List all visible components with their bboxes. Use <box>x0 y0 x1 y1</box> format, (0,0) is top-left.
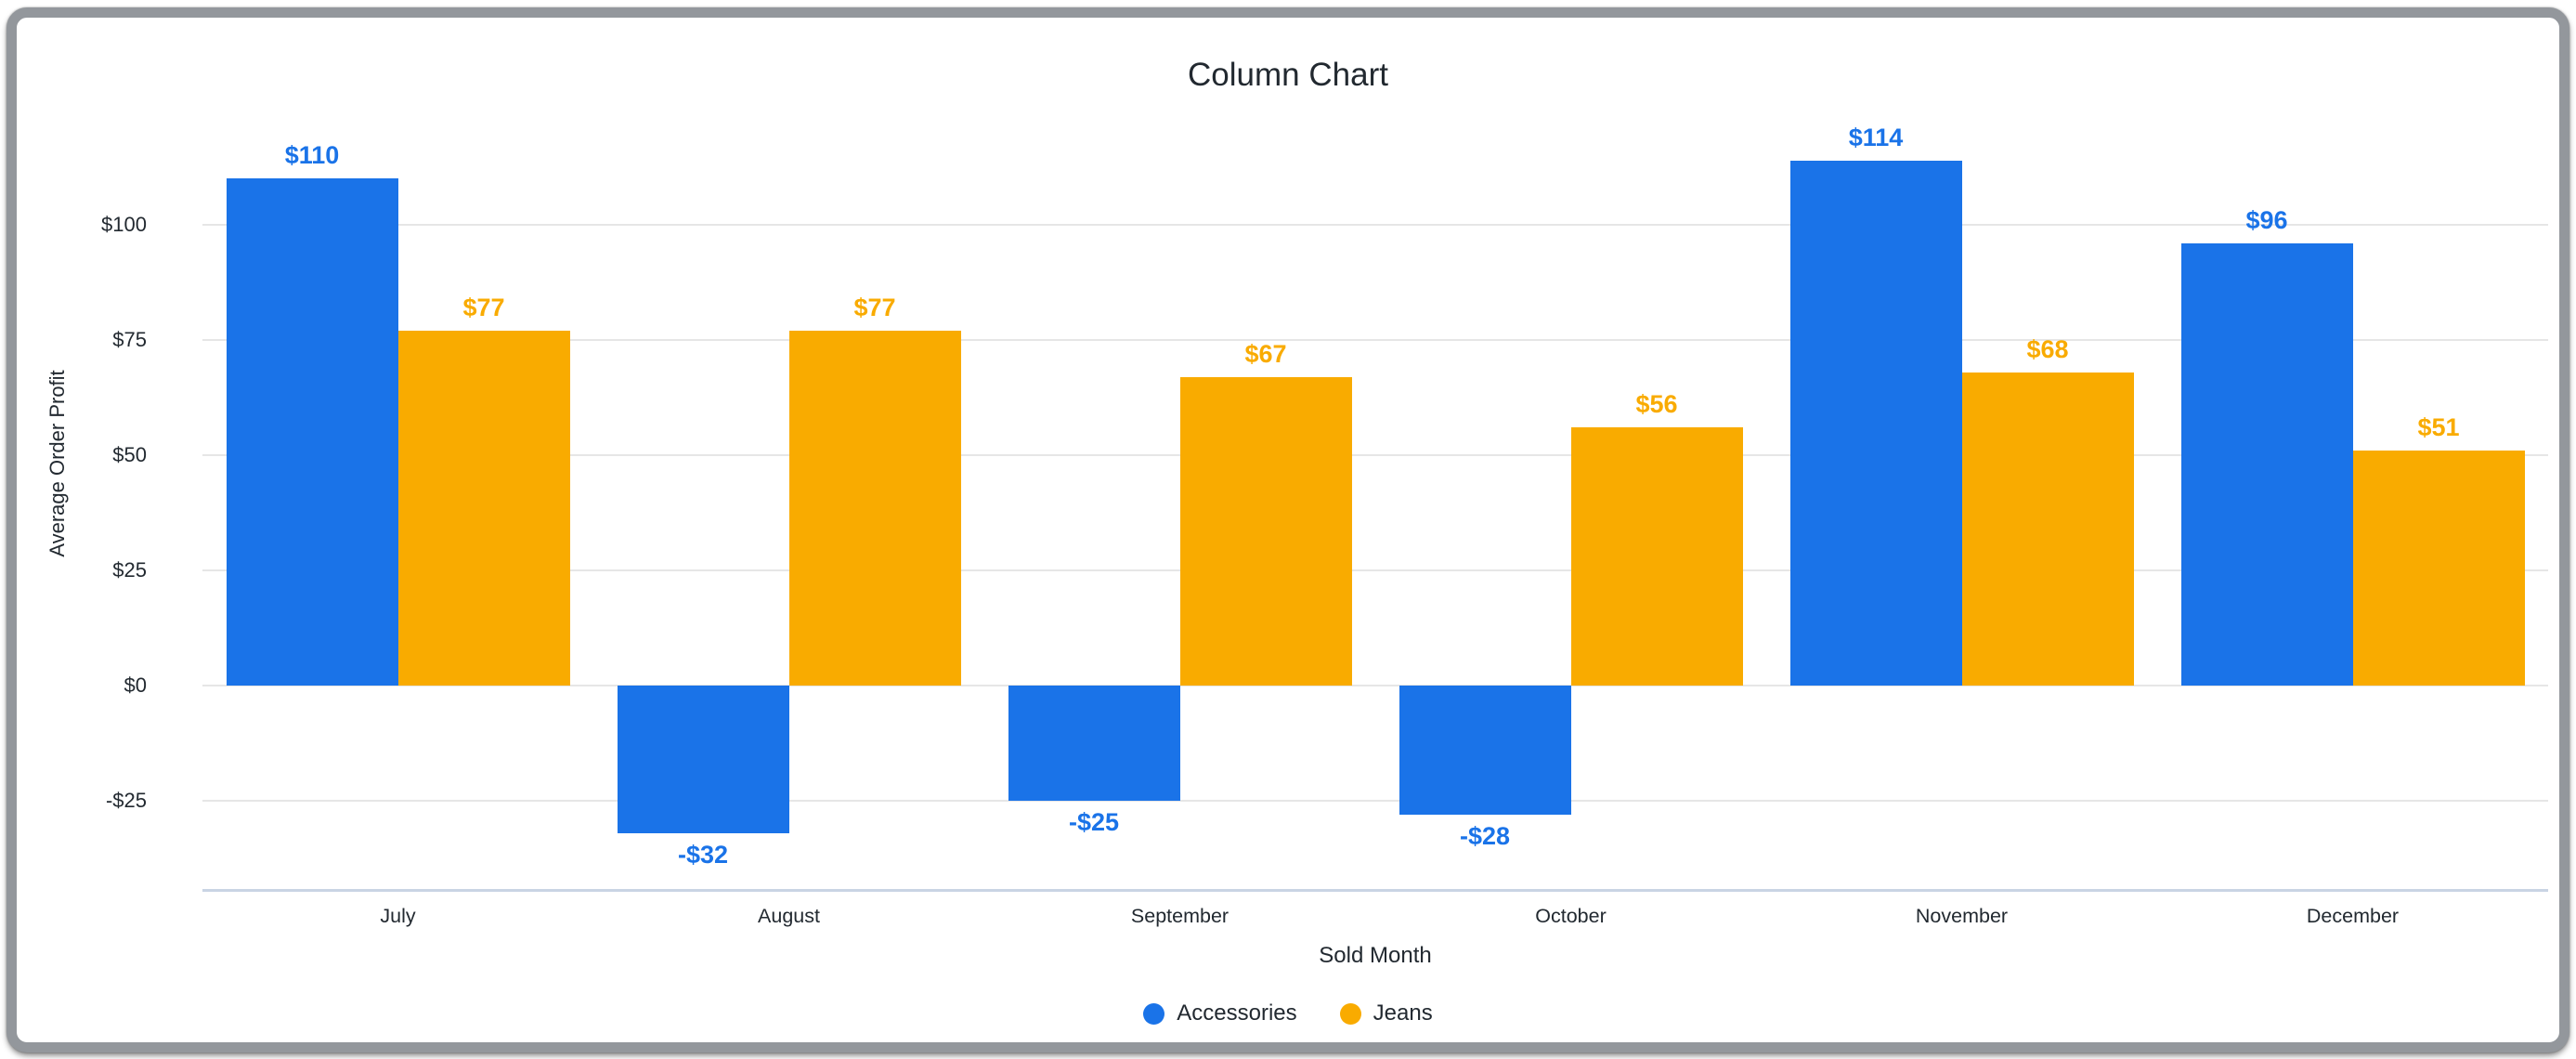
x-axis-title: Sold Month <box>1319 943 1432 968</box>
bar-accessories-september[interactable] <box>1008 686 1180 801</box>
bar-jeans-august[interactable] <box>788 331 961 686</box>
bar-accessories-december[interactable] <box>2180 242 2353 686</box>
bar-accessories-august[interactable] <box>617 686 789 833</box>
y-tick-label: $75 <box>112 328 147 351</box>
legend-dot-icon <box>1143 1002 1165 1025</box>
plot-area: $110 -$32 -$25 -$28 $114 $96 $77 $77 $67 $56 $68 $5… <box>202 124 2548 892</box>
gridline-0 <box>202 685 2548 686</box>
bar-accessories-october[interactable] <box>1399 686 1571 815</box>
bar-jeans-july[interactable] <box>397 331 570 686</box>
chart-title: Column Chart <box>1188 57 1388 93</box>
bar-jeans-september[interactable] <box>1179 376 1352 686</box>
chart-window: Column Chart Average Order Profit $110 -$… <box>7 7 2569 1052</box>
bar-value-label: $67 <box>1244 339 1287 368</box>
bar-value-label: $110 <box>284 141 340 170</box>
gridline-50 <box>202 454 2548 456</box>
x-tick-label-november: November <box>1915 905 2009 927</box>
x-tick-label-july: July <box>380 905 416 927</box>
bar-value-label: $56 <box>1635 390 1678 419</box>
gridline-100 <box>202 224 2548 226</box>
legend-item-jeans[interactable]: Jeans <box>1339 1000 1433 1026</box>
bar-value-label: -$28 <box>1459 821 1511 850</box>
x-tick-label-august: August <box>758 905 820 927</box>
legend-dot-icon <box>1339 1002 1361 1025</box>
bar-value-label: -$32 <box>677 840 729 869</box>
bar-jeans-november[interactable] <box>1961 372 2134 686</box>
gridline--25 <box>202 800 2548 802</box>
y-tick-label: -$25 <box>105 789 147 812</box>
bar-jeans-december[interactable] <box>2352 451 2525 686</box>
bar-jeans-october[interactable] <box>1570 427 1743 686</box>
bar-value-label: $68 <box>2026 334 2069 363</box>
legend-label: Jeans <box>1373 1000 1433 1026</box>
gridline-75 <box>202 339 2548 341</box>
bar-accessories-july[interactable] <box>226 178 398 686</box>
bar-value-label: $96 <box>2245 205 2288 234</box>
x-tick-label-october: October <box>1535 905 1607 927</box>
bar-value-label: $51 <box>2417 413 2460 442</box>
y-tick-label: $0 <box>124 673 147 697</box>
bar-value-label: $77 <box>462 294 505 322</box>
x-axis-line <box>202 889 2548 892</box>
legend-label: Accessories <box>1177 1000 1297 1026</box>
x-tick-label-december: December <box>2306 905 2400 927</box>
bar-value-label: $77 <box>853 294 896 322</box>
bar-value-label: $114 <box>1848 123 1904 151</box>
y-tick-label: $25 <box>112 558 147 582</box>
x-tick-label-september: September <box>1130 905 1229 927</box>
legend: Accessories Jeans <box>17 1000 2559 1026</box>
gridline-25 <box>202 569 2548 571</box>
y-tick-label: $50 <box>112 443 147 466</box>
legend-item-accessories[interactable]: Accessories <box>1143 1000 1297 1026</box>
bar-value-label: -$25 <box>1068 808 1120 836</box>
bar-accessories-november[interactable] <box>1789 160 1962 686</box>
y-tick-label: $100 <box>101 213 147 236</box>
